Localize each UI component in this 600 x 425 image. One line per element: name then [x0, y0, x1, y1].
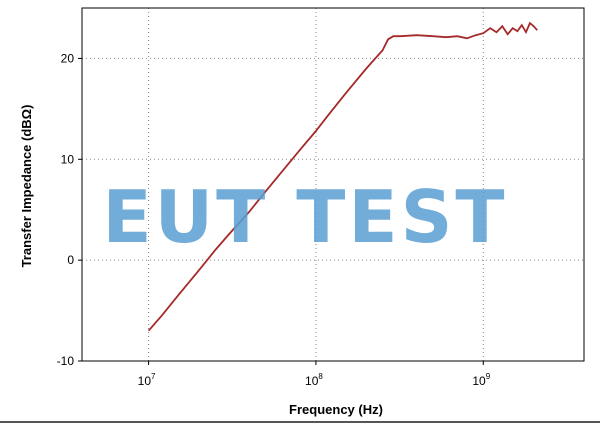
grid-lines — [82, 8, 584, 362]
y-axis-ticks: -10 0 10 20 — [57, 51, 82, 368]
x-axis-ticks: 107 108 109 — [138, 361, 491, 388]
x-tick-label: 108 — [305, 372, 323, 388]
x-tick-label: 109 — [472, 372, 490, 388]
y-axis-label: Transfer Impedance (dBΩ) — [19, 105, 34, 268]
x-axis-label: Frequency (Hz) — [289, 402, 383, 417]
y-tick-label: 20 — [61, 51, 75, 65]
y-tick-label: -10 — [57, 354, 75, 368]
y-tick-label: 10 — [61, 152, 75, 166]
series-line — [147, 21, 538, 332]
plot-frame — [81, 7, 585, 362]
x-tick-label: 107 — [138, 372, 156, 388]
bottom-divider — [0, 421, 600, 423]
y-tick-label: 0 — [67, 253, 74, 267]
watermark-text: EUT TEST — [102, 175, 507, 259]
